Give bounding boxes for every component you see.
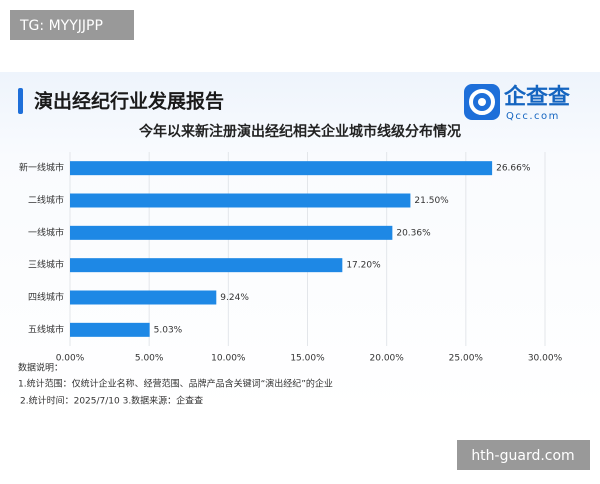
note: 2.统计时间：2025/7/10 3.数据来源：企查查 [20,395,203,407]
logo-dot [478,98,486,106]
bar [70,193,411,208]
data-label: 21.50% [414,196,449,206]
logo-text: 企查查 [503,84,570,110]
x-tick-label: 30.00% [528,354,563,364]
data-label: 20.36% [396,228,431,238]
note: 数据说明： [18,362,63,374]
data-label: 5.03% [154,325,183,335]
card [0,72,600,412]
bar [70,161,493,176]
title-bar [18,88,23,114]
data-label: 26.66% [496,164,531,174]
y-tick-label: 二线城市 [28,194,64,206]
watermark: TG: MYYJJPP [19,18,103,34]
bar [70,225,393,240]
header-title: 演出经纪行业发展报告 [34,90,224,113]
y-tick-label: 三线城市 [28,259,64,271]
footer-watermark: hth-guard.com [471,448,574,464]
data-label: 17.20% [346,261,381,271]
note: 1.统计范围：仅统计企业名称、经营范围、品牌产品含关键词“演出经纪”的企业 [18,378,333,390]
plot: 0.00% 5.00% 10.00% 15.00% 20.00% 25.00% 30.00%… [19,152,563,364]
footer-badge [457,440,590,470]
data-label: 9.24% [220,293,249,303]
y-tick-label: 新一线城市 [19,162,64,174]
y-tick-label: 五线城市 [28,323,64,335]
bar [70,258,343,273]
watermark-badge [10,10,134,40]
bar [70,322,150,337]
chart-title: 今年以来新注册演出经纪相关企业城市线级分布情况 [138,123,461,140]
x-tick-label: 0.00% [56,354,85,364]
y-tick-label: 四线城市 [28,291,64,303]
x-tick-label: 5.00% [135,354,164,364]
logo-domain: Qcc.com [506,111,560,122]
x-tick-label: 20.00% [370,354,405,364]
x-tick-label: 15.00% [290,354,325,364]
y-tick-label: 一线城市 [28,226,64,238]
x-tick-label: 25.00% [449,354,484,364]
bar [70,290,217,305]
x-tick-label: 10.00% [211,354,246,364]
logo-ring [469,89,495,115]
